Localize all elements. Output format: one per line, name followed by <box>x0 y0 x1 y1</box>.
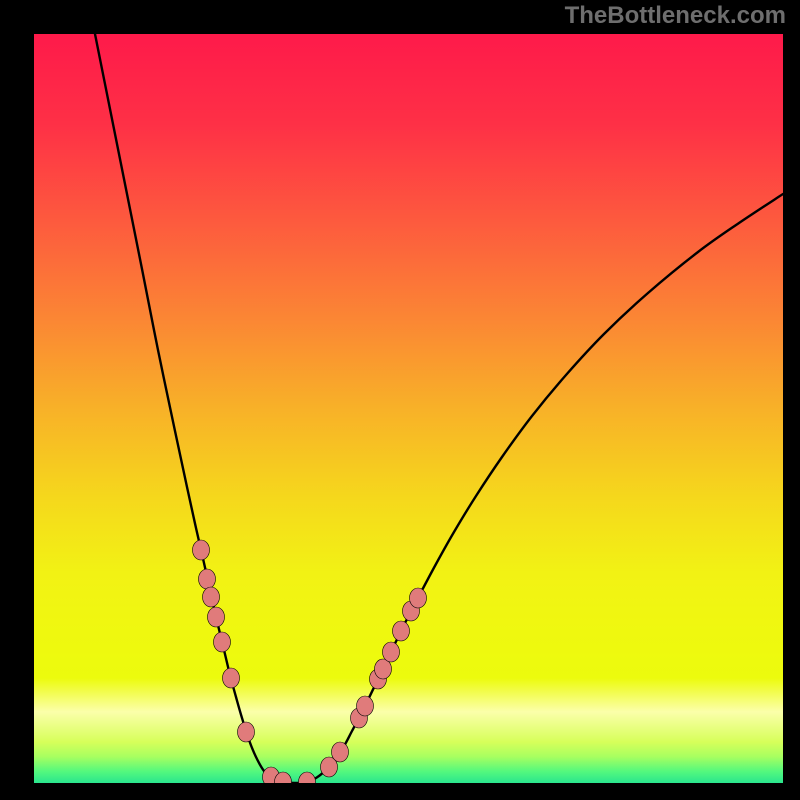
chart-frame: TheBottleneck.com <box>0 0 800 800</box>
data-marker <box>214 632 231 652</box>
data-marker <box>410 588 427 608</box>
watermark-text: TheBottleneck.com <box>565 2 786 30</box>
data-marker <box>393 621 410 641</box>
data-marker <box>332 742 349 762</box>
data-marker <box>238 722 255 742</box>
chart-svg <box>0 0 800 800</box>
data-marker <box>193 540 210 560</box>
data-marker <box>203 587 220 607</box>
plot-area <box>34 34 783 792</box>
data-marker <box>357 696 374 716</box>
data-marker <box>199 569 216 589</box>
data-marker <box>383 642 400 662</box>
gradient-background <box>34 34 783 783</box>
data-marker <box>223 668 240 688</box>
data-marker <box>208 607 225 627</box>
